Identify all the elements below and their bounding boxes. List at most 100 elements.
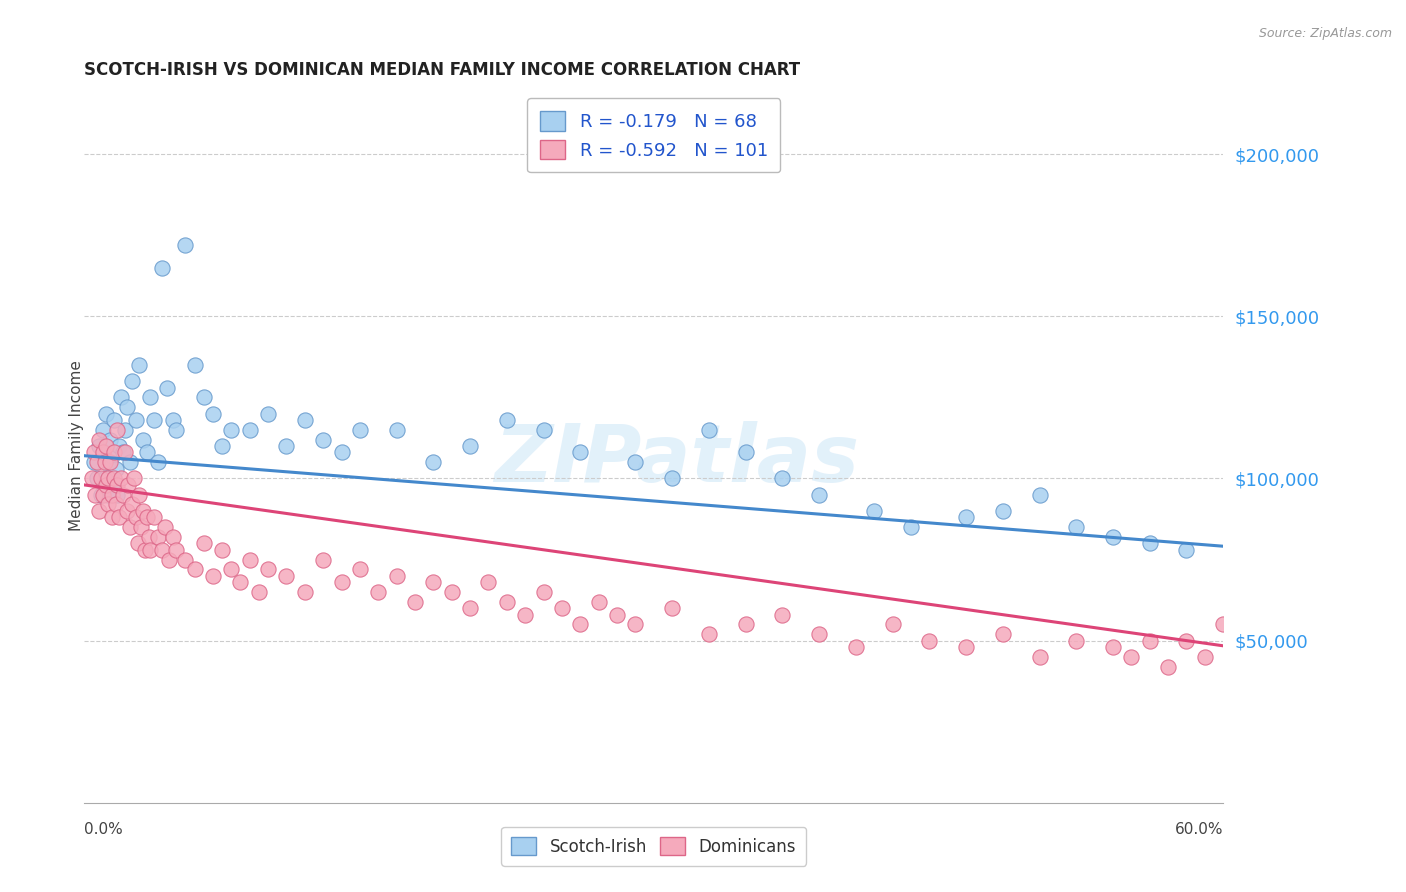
Point: [93, 471, 115, 485]
Point: [120, 520, 142, 534]
Point: [128, 358, 150, 372]
Point: [97, 455, 120, 469]
Point: [162, 413, 184, 427]
Point: [422, 575, 444, 590]
Point: [276, 439, 298, 453]
Point: [143, 510, 166, 524]
Point: [349, 562, 371, 576]
Point: [1194, 649, 1216, 664]
Point: [125, 510, 148, 524]
Point: [114, 445, 136, 459]
Point: [104, 461, 127, 475]
Point: [330, 445, 353, 459]
Point: [98, 433, 121, 447]
Point: [165, 423, 187, 437]
Point: [183, 358, 205, 372]
Point: [103, 471, 125, 485]
Point: [101, 478, 124, 492]
Point: [606, 607, 628, 622]
Point: [918, 633, 941, 648]
Point: [312, 552, 335, 566]
Point: [115, 400, 138, 414]
Point: [201, 407, 224, 421]
Point: [211, 542, 233, 557]
Point: [551, 601, 574, 615]
Point: [239, 423, 262, 437]
Point: [146, 455, 169, 469]
Point: [1285, 666, 1308, 681]
Point: [96, 478, 118, 492]
Point: [107, 423, 129, 437]
Point: [83, 445, 105, 459]
Point: [1175, 542, 1198, 557]
Point: [349, 423, 371, 437]
Point: [734, 445, 756, 459]
Point: [330, 575, 353, 590]
Point: [174, 238, 197, 252]
Point: [1303, 617, 1326, 632]
Point: [257, 407, 280, 421]
Point: [87, 504, 110, 518]
Point: [1139, 633, 1161, 648]
Point: [111, 445, 134, 459]
Point: [624, 455, 647, 469]
Point: [107, 478, 129, 492]
Point: [458, 601, 481, 615]
Point: [150, 260, 173, 275]
Point: [165, 542, 187, 557]
Point: [1212, 617, 1234, 632]
Point: [477, 575, 499, 590]
Point: [697, 627, 720, 641]
Point: [221, 562, 243, 576]
Point: [80, 471, 103, 485]
Point: [1028, 488, 1050, 502]
Point: [97, 497, 120, 511]
Point: [588, 595, 610, 609]
Point: [229, 575, 252, 590]
Point: [734, 617, 756, 632]
Text: Source: ZipAtlas.com: Source: ZipAtlas.com: [1258, 27, 1392, 40]
Point: [808, 627, 831, 641]
Point: [117, 478, 139, 492]
Point: [115, 504, 138, 518]
Point: [150, 542, 173, 557]
Point: [101, 449, 124, 463]
Point: [385, 423, 408, 437]
Point: [385, 568, 408, 582]
Point: [991, 627, 1014, 641]
Point: [121, 497, 143, 511]
Point: [120, 455, 142, 469]
Point: [96, 439, 118, 453]
Point: [991, 504, 1014, 518]
Point: [98, 455, 121, 469]
Point: [495, 595, 517, 609]
Point: [108, 439, 131, 453]
Point: [125, 413, 148, 427]
Point: [247, 585, 270, 599]
Y-axis label: Median Family Income: Median Family Income: [69, 360, 83, 532]
Point: [1121, 649, 1143, 664]
Point: [1064, 520, 1087, 534]
Point: [294, 413, 316, 427]
Point: [110, 390, 132, 404]
Point: [697, 423, 720, 437]
Point: [83, 455, 105, 469]
Point: [138, 530, 160, 544]
Point: [201, 568, 224, 582]
Text: ZIPatlas: ZIPatlas: [494, 421, 859, 500]
Point: [91, 423, 114, 437]
Point: [624, 617, 647, 632]
Point: [569, 445, 592, 459]
Point: [533, 423, 555, 437]
Point: [900, 520, 922, 534]
Point: [808, 488, 831, 502]
Point: [863, 504, 886, 518]
Point: [1267, 649, 1289, 664]
Point: [495, 413, 517, 427]
Point: [111, 488, 134, 502]
Point: [1249, 640, 1271, 654]
Point: [193, 390, 215, 404]
Point: [110, 471, 132, 485]
Point: [661, 471, 683, 485]
Point: [515, 607, 537, 622]
